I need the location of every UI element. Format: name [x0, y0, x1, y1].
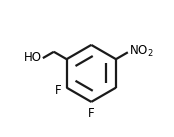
Text: NO$_2$: NO$_2$ [129, 44, 154, 59]
Text: F: F [88, 107, 95, 120]
Text: HO: HO [24, 51, 42, 64]
Text: F: F [54, 84, 61, 97]
